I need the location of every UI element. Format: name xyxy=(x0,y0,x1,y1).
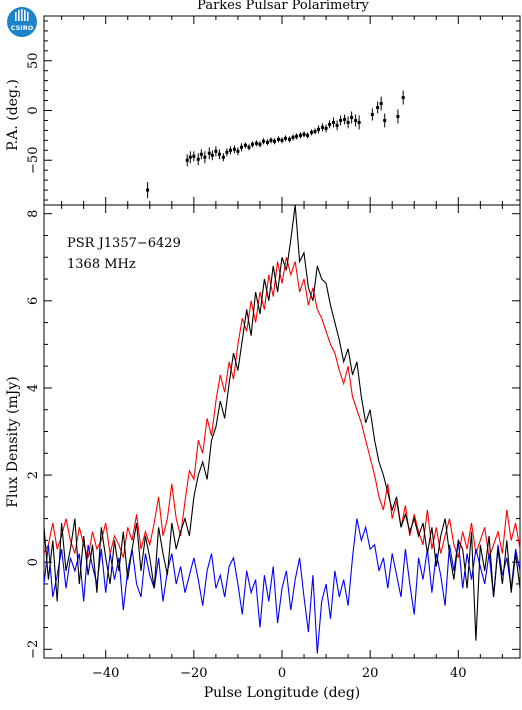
pa-point xyxy=(339,118,343,122)
pa-point xyxy=(321,125,325,129)
pa-point xyxy=(232,147,236,151)
total-intensity-line xyxy=(43,204,521,641)
flux-ylabel: Flux Density (mJy) xyxy=(5,376,21,507)
pa-ticks: −50 0 50 xyxy=(26,16,520,205)
x-tick-label: −20 xyxy=(180,666,207,681)
pa-point xyxy=(376,106,380,110)
pa-point xyxy=(357,120,361,124)
circular-polarization-line xyxy=(43,518,521,654)
x-tick-label: 0 xyxy=(278,666,286,681)
pa-point xyxy=(287,137,291,141)
pa-point xyxy=(302,132,306,136)
frequency-annotation: 1368 MHz xyxy=(67,257,136,272)
pa-point xyxy=(250,142,254,146)
pa-point xyxy=(254,141,258,145)
pa-point xyxy=(291,135,295,139)
x-tick-label: −40 xyxy=(92,666,119,681)
logo-text: CSIRO xyxy=(11,24,34,32)
pa-point xyxy=(299,133,303,137)
pa-point xyxy=(228,148,232,152)
pa-point xyxy=(188,155,192,159)
pa-point xyxy=(225,150,229,154)
pa-ylabel: P.A. (deg.) xyxy=(5,79,21,151)
pa-point xyxy=(196,157,200,161)
figure-title: Parkes Pulsar Polarimetry xyxy=(197,0,369,13)
pa-point xyxy=(243,143,247,147)
pa-point xyxy=(192,154,196,158)
pa-point xyxy=(396,114,400,118)
pa-point xyxy=(295,134,299,138)
pa-point xyxy=(265,140,269,144)
pa-point xyxy=(217,152,221,156)
pa-point xyxy=(214,149,218,153)
csiro-logo: CSIRO xyxy=(7,7,37,37)
pa-point xyxy=(185,158,189,162)
pa-point xyxy=(343,117,347,121)
y-tick-label: 50 xyxy=(26,52,41,69)
pa-point xyxy=(146,188,150,192)
pa-point xyxy=(236,149,240,153)
pa-point xyxy=(383,118,387,122)
pa-point xyxy=(207,151,211,155)
flux-xlabel: Pulse Longitude (deg) xyxy=(204,685,361,701)
y-tick-label: 2 xyxy=(26,471,41,479)
pa-panel-frame xyxy=(43,15,521,206)
pa-point xyxy=(269,138,273,142)
pa-point xyxy=(350,115,354,119)
x-tick-label: 20 xyxy=(362,666,379,681)
pa-point xyxy=(210,153,214,157)
linear-polarization-line xyxy=(43,257,521,558)
pa-point xyxy=(273,139,277,143)
pa-point xyxy=(199,152,203,156)
y-tick-label: 0 xyxy=(26,558,41,566)
pa-point xyxy=(284,136,288,140)
pa-point xyxy=(328,122,332,126)
pa-panel: −50 0 50 P.A. (deg.) xyxy=(5,15,521,206)
pa-points xyxy=(146,90,405,199)
pa-point xyxy=(310,130,314,134)
pa-point xyxy=(276,137,280,141)
pa-point xyxy=(313,129,317,133)
y-tick-label: 8 xyxy=(26,210,41,218)
y-tick-label: 4 xyxy=(26,384,41,392)
x-tick-label: 40 xyxy=(450,666,467,681)
pa-point xyxy=(324,126,328,130)
pa-point xyxy=(335,123,339,127)
pa-point xyxy=(280,138,284,142)
pa-point xyxy=(354,118,358,122)
y-tick-label: 0 xyxy=(26,106,41,114)
pa-point xyxy=(261,139,265,143)
pa-point xyxy=(317,127,321,131)
pa-point xyxy=(203,155,207,159)
pa-point xyxy=(239,145,243,149)
pa-point xyxy=(258,142,262,146)
pa-point xyxy=(370,112,374,116)
flux-lines xyxy=(43,204,521,654)
y-tick-label: −2 xyxy=(26,640,41,659)
pa-point xyxy=(247,145,251,149)
y-tick-label: 6 xyxy=(26,297,41,305)
pa-point xyxy=(401,96,405,100)
pa-point xyxy=(379,102,383,106)
pa-point xyxy=(306,133,310,137)
pa-point xyxy=(346,120,350,124)
y-tick-label: −50 xyxy=(26,147,41,174)
pa-point xyxy=(332,120,336,124)
pa-point xyxy=(221,155,225,159)
pulsar-name-annotation: PSR J1357−6429 xyxy=(67,236,181,251)
